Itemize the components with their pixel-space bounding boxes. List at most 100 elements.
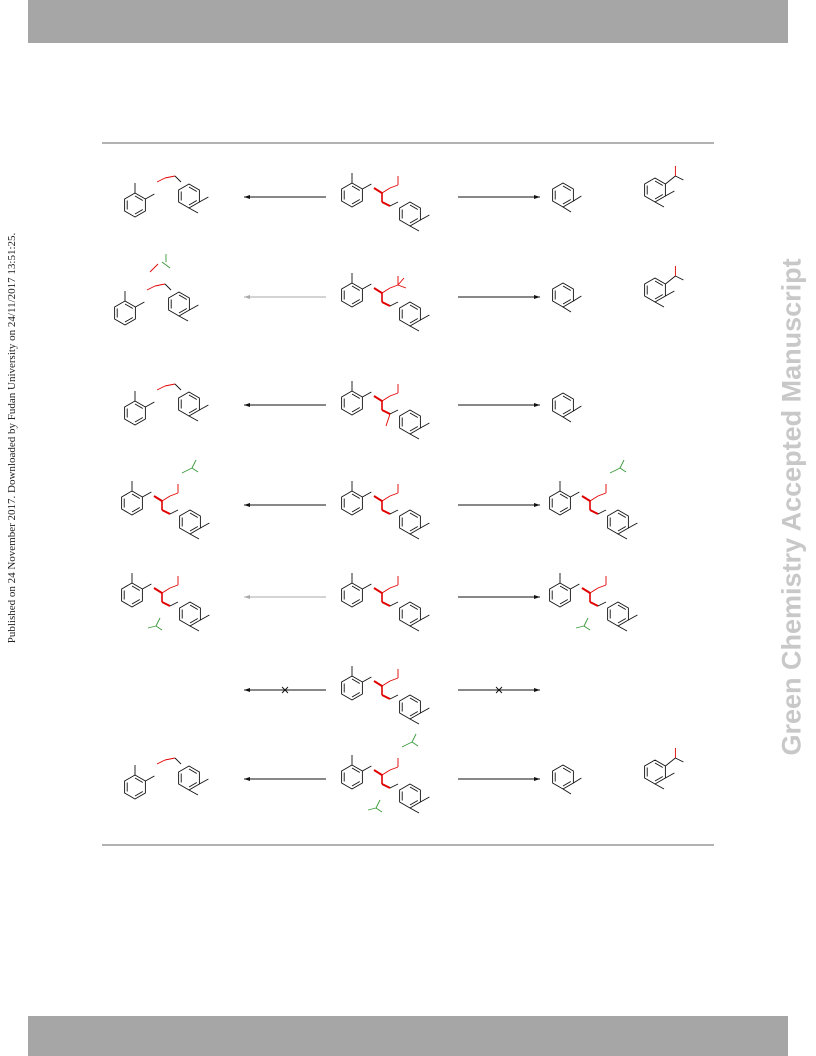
bond (124, 317, 134, 323)
bond (146, 285, 156, 291)
bond (381, 694, 391, 700)
bond (189, 625, 200, 632)
bond (397, 277, 405, 286)
bond (654, 762, 664, 768)
bond (351, 199, 361, 205)
bond (409, 625, 420, 632)
bond (409, 718, 420, 725)
bond (134, 417, 144, 423)
bond (654, 294, 664, 300)
bond (188, 782, 198, 788)
bond (189, 604, 199, 610)
bond (562, 781, 572, 787)
bond (142, 583, 152, 590)
bond (200, 614, 210, 621)
bond (617, 512, 627, 518)
benzene-ring (552, 764, 574, 790)
bond (381, 201, 391, 207)
bond (351, 678, 361, 684)
bond (362, 183, 372, 190)
bond (619, 467, 627, 473)
bond (409, 325, 420, 332)
bond (562, 788, 572, 795)
bond (161, 509, 171, 515)
bond (559, 599, 569, 605)
bond (420, 314, 430, 321)
bond (401, 741, 413, 748)
benzene-ring (552, 282, 574, 308)
bond (188, 789, 199, 796)
bond (156, 385, 166, 391)
arrow-head (244, 688, 250, 692)
bond (381, 601, 391, 607)
bond (420, 707, 430, 714)
bond (617, 618, 627, 624)
bond (145, 775, 155, 782)
arrow-head (244, 777, 250, 781)
arrow-head (244, 295, 250, 299)
bond (570, 583, 580, 590)
bond (189, 618, 199, 624)
bond (420, 796, 430, 803)
bond (199, 196, 209, 203)
bond (351, 407, 361, 413)
bond (362, 765, 372, 772)
bond (665, 275, 676, 285)
bond (131, 507, 141, 513)
bond (628, 614, 638, 621)
bond (191, 459, 197, 469)
bond (409, 304, 419, 310)
benzene-ring (549, 490, 571, 516)
bond (351, 767, 361, 773)
bond (409, 426, 419, 432)
bond (164, 175, 176, 179)
bond (281, 686, 289, 694)
benzene-ring (607, 509, 629, 535)
bond (351, 585, 361, 591)
bond (409, 807, 420, 814)
benzene-ring (644, 177, 666, 203)
bond (409, 412, 419, 418)
bond (389, 766, 399, 771)
bond (145, 401, 155, 408)
bond (351, 692, 361, 698)
bond (188, 186, 198, 192)
bond (597, 509, 607, 515)
bond (389, 783, 399, 789)
bond (409, 526, 419, 532)
bond (409, 711, 419, 717)
benzene-ring (341, 764, 363, 790)
bond (375, 799, 381, 809)
bond (381, 587, 391, 594)
bond (147, 625, 157, 629)
bond (381, 495, 391, 502)
benzene-ring (121, 490, 143, 516)
bond (581, 495, 591, 502)
bond (161, 495, 171, 502)
bond (131, 585, 141, 591)
bond (654, 280, 664, 286)
benzene-ring (168, 291, 190, 317)
bond (178, 315, 189, 322)
bond (562, 416, 572, 423)
bond (381, 783, 391, 789)
bond (589, 587, 599, 594)
bond (124, 303, 134, 309)
bond (389, 492, 399, 497)
benzene-ring (341, 490, 363, 516)
bond (164, 757, 176, 761)
benzene-ring (399, 509, 421, 535)
benzene-ring (124, 192, 146, 218)
benzene-ring (549, 582, 571, 608)
bond (134, 403, 144, 409)
bond (409, 204, 419, 210)
bond (675, 757, 684, 763)
bond (181, 467, 193, 474)
bond (189, 526, 199, 532)
benzene-ring (124, 400, 146, 426)
bond (373, 395, 383, 402)
bond (135, 301, 145, 308)
bond (559, 507, 569, 513)
bond (583, 625, 591, 631)
